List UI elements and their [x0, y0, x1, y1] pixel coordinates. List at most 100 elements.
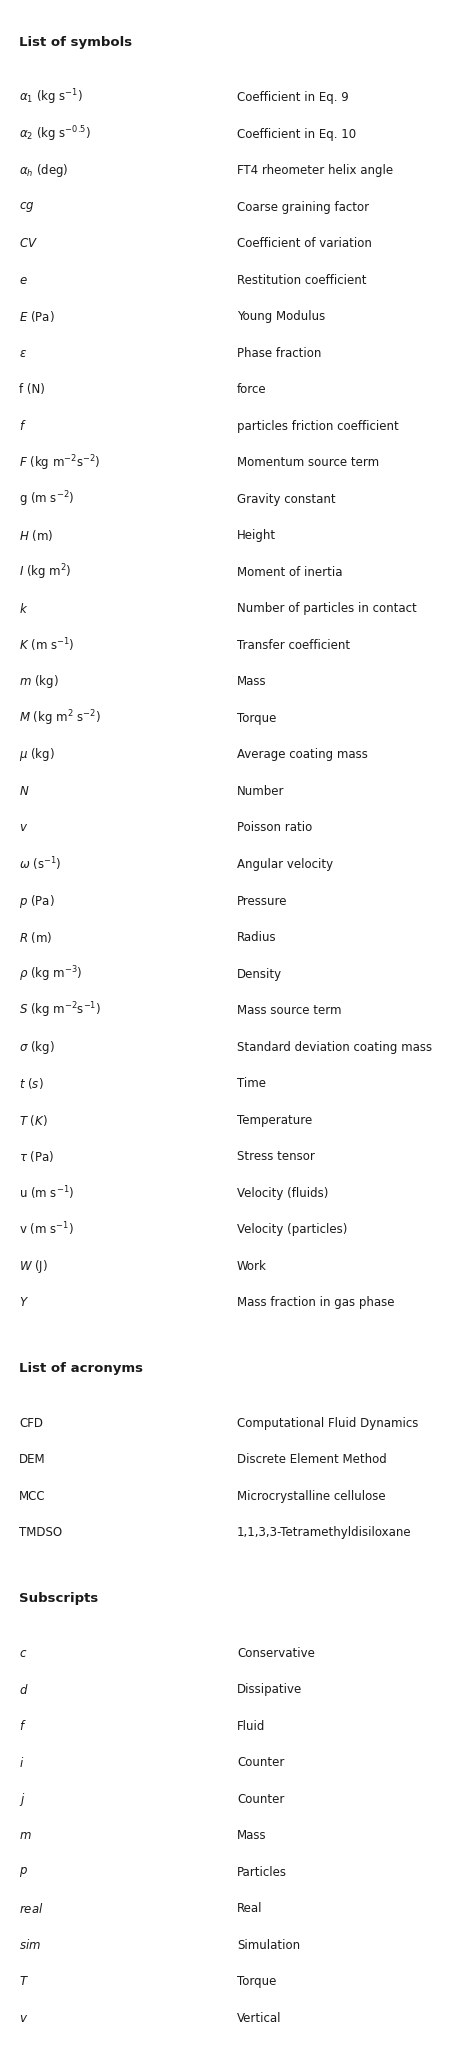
Text: $real$: $real$ — [19, 1902, 44, 1916]
Text: $i$: $i$ — [19, 1756, 24, 1771]
Text: $\alpha_1$ (kg s$^{-1}$): $\alpha_1$ (kg s$^{-1}$) — [19, 88, 83, 106]
Text: List of symbols: List of symbols — [19, 37, 132, 49]
Text: $j$: $j$ — [19, 1791, 26, 1808]
Text: Microcrystalline cellulose: Microcrystalline cellulose — [237, 1490, 386, 1502]
Text: Mass fraction in gas phase: Mass fraction in gas phase — [237, 1296, 394, 1310]
Text: Pressure: Pressure — [237, 895, 288, 907]
Text: $p$ (Pa): $p$ (Pa) — [19, 892, 55, 909]
Text: Number: Number — [237, 784, 284, 798]
Text: Height: Height — [237, 530, 276, 542]
Text: Coefficient of variation: Coefficient of variation — [237, 237, 372, 250]
Text: $k$: $k$ — [19, 602, 28, 616]
Text: Number of particles in contact: Number of particles in contact — [237, 602, 417, 616]
Text: Counter: Counter — [237, 1793, 284, 1805]
Text: $M$ (kg m$^{2}$ s$^{-2}$): $M$ (kg m$^{2}$ s$^{-2}$) — [19, 708, 100, 729]
Text: Vertical: Vertical — [237, 2012, 282, 2024]
Text: Work: Work — [237, 1259, 267, 1273]
Text: $m$ (kg): $m$ (kg) — [19, 673, 59, 690]
Text: $c$: $c$ — [19, 1648, 27, 1660]
Text: Fluid: Fluid — [237, 1719, 265, 1734]
Text: $d$: $d$ — [19, 1683, 28, 1697]
Text: v (m s$^{-1}$): v (m s$^{-1}$) — [19, 1220, 74, 1238]
Text: $K$ (m s$^{-1}$): $K$ (m s$^{-1}$) — [19, 637, 74, 655]
Text: Torque: Torque — [237, 712, 276, 725]
Text: Transfer coefficient: Transfer coefficient — [237, 639, 350, 651]
Text: $W$ (J): $W$ (J) — [19, 1257, 48, 1275]
Text: $\varepsilon$: $\varepsilon$ — [19, 346, 27, 360]
Text: $\alpha_2$ (kg s$^{-0.5}$): $\alpha_2$ (kg s$^{-0.5}$) — [19, 125, 91, 143]
Text: Torque: Torque — [237, 1975, 276, 1988]
Text: $T$ ($K$): $T$ ($K$) — [19, 1114, 48, 1128]
Text: $T$: $T$ — [19, 1975, 29, 1988]
Text: force: force — [237, 383, 266, 397]
Text: $cg$: $cg$ — [19, 201, 35, 215]
Text: Phase fraction: Phase fraction — [237, 346, 321, 360]
Text: Discrete Element Method: Discrete Element Method — [237, 1453, 387, 1466]
Text: particles friction coefficient: particles friction coefficient — [237, 420, 399, 432]
Text: $v$: $v$ — [19, 821, 28, 835]
Text: Angular velocity: Angular velocity — [237, 858, 333, 872]
Text: $N$: $N$ — [19, 784, 29, 798]
Text: $\omega$ (s$^{-1}$): $\omega$ (s$^{-1}$) — [19, 856, 62, 874]
Text: Time: Time — [237, 1077, 266, 1091]
Text: $F$ (kg m$^{-2}$s$^{-2}$): $F$ (kg m$^{-2}$s$^{-2}$) — [19, 452, 100, 473]
Text: Stress tensor: Stress tensor — [237, 1150, 315, 1163]
Text: Coefficient in Eq. 10: Coefficient in Eq. 10 — [237, 127, 356, 141]
Text: Conservative: Conservative — [237, 1648, 315, 1660]
Text: 1,1,3,3-Tetramethyldisiloxane: 1,1,3,3-Tetramethyldisiloxane — [237, 1527, 411, 1539]
Text: $\mu$ (kg): $\mu$ (kg) — [19, 747, 55, 764]
Text: $p$: $p$ — [19, 1865, 28, 1879]
Text: Coefficient in Eq. 9: Coefficient in Eq. 9 — [237, 92, 349, 104]
Text: $R$ (m): $R$ (m) — [19, 929, 53, 946]
Text: $f$: $f$ — [19, 1719, 27, 1734]
Text: Radius: Radius — [237, 931, 277, 944]
Text: Counter: Counter — [237, 1756, 284, 1769]
Text: Momentum source term: Momentum source term — [237, 456, 379, 469]
Text: Mass: Mass — [237, 676, 266, 688]
Text: $f$: $f$ — [19, 420, 27, 434]
Text: $v$: $v$ — [19, 2012, 28, 2024]
Text: Velocity (fluids): Velocity (fluids) — [237, 1187, 328, 1200]
Text: Computational Fluid Dynamics: Computational Fluid Dynamics — [237, 1417, 419, 1429]
Text: Simulation: Simulation — [237, 1939, 300, 1953]
Text: $CV$: $CV$ — [19, 237, 38, 250]
Text: $H$ (m): $H$ (m) — [19, 528, 53, 542]
Text: DEM: DEM — [19, 1453, 46, 1466]
Text: f (N): f (N) — [19, 383, 45, 397]
Text: Dissipative: Dissipative — [237, 1683, 302, 1697]
Text: Density: Density — [237, 968, 282, 981]
Text: Average coating mass: Average coating mass — [237, 749, 368, 761]
Text: $\rho$ (kg m$^{-3}$): $\rho$ (kg m$^{-3}$) — [19, 964, 82, 985]
Text: $Y$: $Y$ — [19, 1296, 29, 1310]
Text: $sim$: $sim$ — [19, 1939, 41, 1953]
Text: Subscripts: Subscripts — [19, 1593, 98, 1605]
Text: $\alpha_h$ (deg): $\alpha_h$ (deg) — [19, 162, 68, 180]
Text: TMDSO: TMDSO — [19, 1527, 62, 1539]
Text: Young Modulus: Young Modulus — [237, 311, 325, 323]
Text: List of acronyms: List of acronyms — [19, 1361, 143, 1376]
Text: Real: Real — [237, 1902, 263, 1916]
Text: Mass source term: Mass source term — [237, 1005, 341, 1017]
Text: g (m s$^{-2}$): g (m s$^{-2}$) — [19, 489, 74, 510]
Text: Coarse graining factor: Coarse graining factor — [237, 201, 369, 213]
Text: Temperature: Temperature — [237, 1114, 312, 1126]
Text: Moment of inertia: Moment of inertia — [237, 565, 343, 579]
Text: CFD: CFD — [19, 1417, 43, 1429]
Text: $E$ (Pa): $E$ (Pa) — [19, 309, 55, 323]
Text: $I$ (kg m$^{2}$): $I$ (kg m$^{2}$) — [19, 563, 72, 581]
Text: $t$ ($s$): $t$ ($s$) — [19, 1077, 44, 1091]
Text: Poisson ratio: Poisson ratio — [237, 821, 312, 835]
Text: $\sigma$ (kg): $\sigma$ (kg) — [19, 1038, 55, 1056]
Text: Restitution coefficient: Restitution coefficient — [237, 274, 366, 287]
Text: FT4 rheometer helix angle: FT4 rheometer helix angle — [237, 164, 393, 178]
Text: $e$: $e$ — [19, 274, 27, 287]
Text: $S$ (kg m$^{-2}$s$^{-1}$): $S$ (kg m$^{-2}$s$^{-1}$) — [19, 1001, 101, 1019]
Text: Standard deviation coating mass: Standard deviation coating mass — [237, 1040, 432, 1054]
Text: Particles: Particles — [237, 1867, 287, 1879]
Text: Velocity (particles): Velocity (particles) — [237, 1224, 347, 1236]
Text: u (m s$^{-1}$): u (m s$^{-1}$) — [19, 1185, 74, 1202]
Text: $\tau$ (Pa): $\tau$ (Pa) — [19, 1148, 54, 1165]
Text: $m$: $m$ — [19, 1830, 32, 1842]
Text: MCC: MCC — [19, 1490, 46, 1502]
Text: Gravity constant: Gravity constant — [237, 493, 336, 506]
